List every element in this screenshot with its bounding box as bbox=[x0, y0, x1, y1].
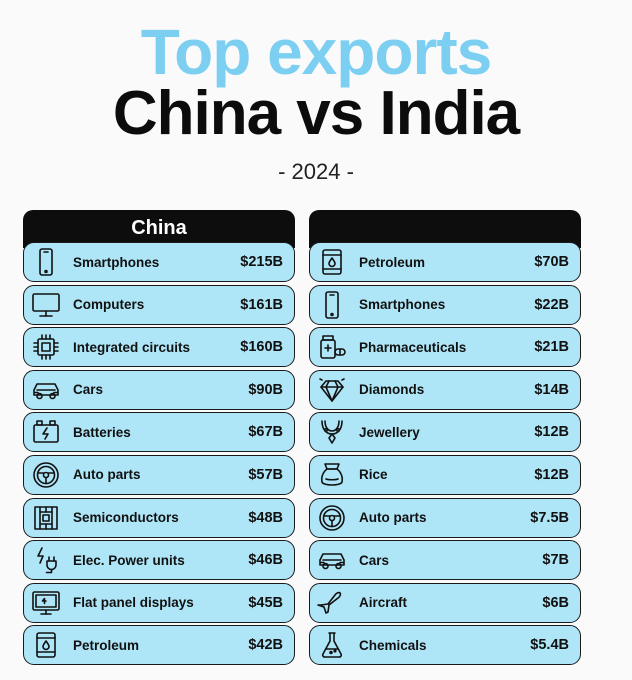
row-label: Cars bbox=[73, 382, 104, 398]
table-row: Flat panel displays $45B bbox=[23, 582, 295, 623]
table-row: Semiconductors $48B bbox=[23, 497, 295, 538]
display-icon bbox=[24, 585, 68, 621]
table-row: Computers $161B bbox=[23, 284, 295, 325]
row-label: Petroleum bbox=[359, 254, 426, 270]
smartphone-icon bbox=[24, 244, 68, 280]
row-label: Smartphones bbox=[73, 254, 160, 270]
row-label: Jewellery bbox=[359, 424, 420, 440]
table-row: Cars $7B bbox=[309, 540, 581, 581]
india-rows: Petroleum $70B Smartphones $22B Pharmaceutic… bbox=[309, 242, 581, 666]
row-value: $215B bbox=[240, 254, 283, 270]
battery-icon bbox=[24, 414, 68, 450]
row-value: $67B bbox=[248, 424, 283, 441]
table-row: Smartphones $22B bbox=[309, 284, 581, 325]
title-line-2: China vs India bbox=[112, 79, 520, 148]
row-value: $42B bbox=[248, 637, 283, 654]
car-icon bbox=[24, 372, 68, 408]
row-value: $70B bbox=[534, 254, 569, 270]
row-label: Rice bbox=[359, 467, 388, 483]
table-row: Diamonds $14B bbox=[309, 369, 581, 410]
row-value: $22B bbox=[534, 296, 569, 313]
row-label: Semiconductors bbox=[73, 510, 179, 526]
semiconductor-icon bbox=[24, 500, 68, 536]
column-header-india bbox=[309, 210, 581, 248]
airplane-icon bbox=[310, 585, 354, 621]
row-label: Cars bbox=[359, 552, 390, 568]
table-row: Batteries $67B bbox=[23, 412, 295, 453]
table-row: Petroleum $42B bbox=[23, 625, 295, 666]
table-row: Integrated circuits $160B bbox=[23, 327, 295, 368]
row-value: $7B bbox=[542, 552, 569, 569]
table-row: Jewellery $12B bbox=[309, 412, 581, 453]
table-row: Pharmaceuticals $21B bbox=[309, 327, 581, 368]
car-icon bbox=[310, 542, 354, 578]
pills-icon bbox=[310, 329, 354, 365]
row-label: Flat panel displays bbox=[73, 595, 194, 611]
oil-barrel-icon bbox=[24, 627, 68, 663]
row-value: $161B bbox=[240, 296, 283, 313]
row-value: $46B bbox=[248, 552, 283, 569]
steering-wheel-icon bbox=[310, 500, 354, 536]
diamond-icon bbox=[310, 372, 354, 408]
row-label: Diamonds bbox=[359, 382, 425, 398]
monitor-icon bbox=[24, 287, 68, 323]
year-label: - 2024 - bbox=[278, 159, 354, 184]
smartphone-icon bbox=[310, 287, 354, 323]
row-label: Computers bbox=[73, 297, 145, 313]
row-label: Smartphones bbox=[359, 297, 446, 313]
table-row: Auto parts $7.5B bbox=[309, 497, 581, 538]
rice-sack-icon bbox=[310, 457, 354, 493]
power-plug-icon bbox=[24, 542, 68, 578]
row-value: $14B bbox=[534, 381, 569, 398]
table-row: Petroleum $70B bbox=[309, 242, 581, 282]
table-row: Auto parts $57B bbox=[23, 454, 295, 495]
row-label: Auto parts bbox=[359, 510, 427, 526]
oil-barrel-icon bbox=[310, 244, 354, 280]
row-value: $45B bbox=[248, 594, 283, 611]
row-value: $90B bbox=[248, 381, 283, 398]
row-label: Petroleum bbox=[73, 637, 140, 653]
row-label: Integrated circuits bbox=[73, 339, 191, 355]
china-rows: Smartphones $215B Computers $161B Integrated… bbox=[23, 242, 295, 666]
row-label: Aircraft bbox=[359, 595, 408, 611]
flask-icon bbox=[310, 627, 354, 663]
table-row: Chemicals $5.4B bbox=[309, 625, 581, 666]
row-value: $21B bbox=[534, 339, 569, 356]
table-row: Elec. Power units $46B bbox=[23, 540, 295, 581]
row-label: Pharmaceuticals bbox=[359, 339, 467, 355]
row-value: $12B bbox=[534, 466, 569, 483]
row-value: $6B bbox=[542, 594, 569, 611]
table-row: Smartphones $215B bbox=[23, 242, 295, 282]
row-label: Auto parts bbox=[73, 467, 141, 483]
title-line-1: Top exports bbox=[140, 16, 493, 88]
column-header-china: China bbox=[23, 210, 295, 248]
row-value: $57B bbox=[248, 466, 283, 483]
india-column: Petroleum $70B Smartphones $22B Pharmaceutic… bbox=[309, 210, 581, 666]
row-value: $5.4B bbox=[530, 637, 569, 654]
row-label: Batteries bbox=[73, 424, 131, 440]
table-row: Cars $90B bbox=[23, 369, 295, 410]
row-value: $12B bbox=[534, 424, 569, 441]
china-column: China Smartphones $215B Computers $161B Inte… bbox=[23, 210, 295, 666]
row-value: $7.5B bbox=[530, 509, 569, 526]
chip-icon bbox=[24, 329, 68, 365]
row-label: Chemicals bbox=[359, 637, 427, 653]
steering-wheel-icon bbox=[24, 457, 68, 493]
table-row: Rice $12B bbox=[309, 454, 581, 495]
row-value: $160B bbox=[240, 339, 283, 356]
row-label: Elec. Power units bbox=[73, 552, 185, 568]
row-value: $48B bbox=[248, 509, 283, 526]
necklace-icon bbox=[310, 414, 354, 450]
table-row: Aircraft $6B bbox=[309, 582, 581, 623]
